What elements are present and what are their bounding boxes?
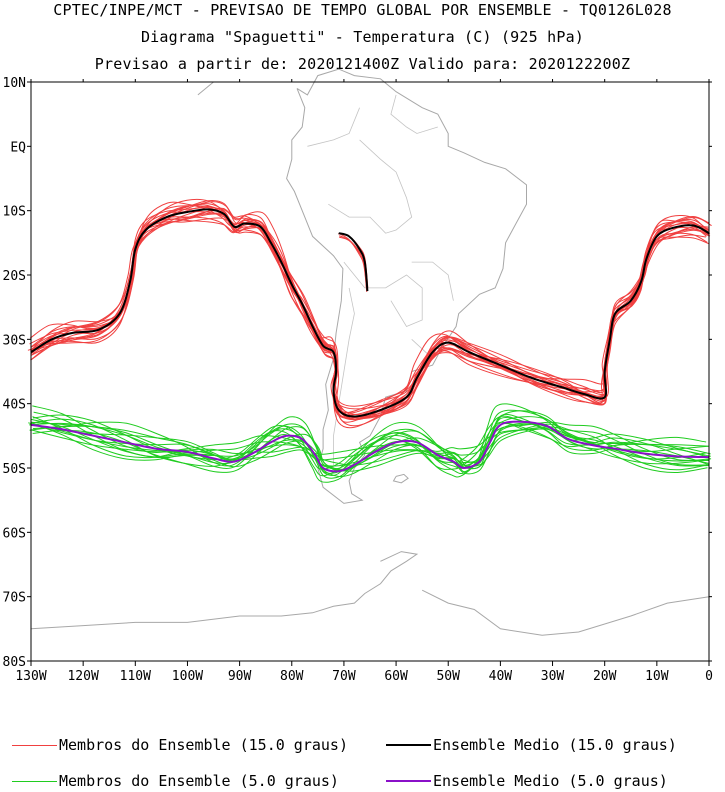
x-tick-label-13: 0 <box>705 669 713 684</box>
x-tick-label-3: 100W <box>172 669 203 684</box>
y-tick-label-5: 40S <box>3 398 26 413</box>
x-tick-label-4: 90W <box>228 669 252 684</box>
member-15-3 <box>30 211 710 421</box>
member-5-0 <box>32 416 708 471</box>
x-tick-label-2: 110W <box>120 669 151 684</box>
border-segment-3 <box>333 287 355 468</box>
border-segment-4 <box>411 261 454 301</box>
mean-line-5 <box>30 420 710 473</box>
coastline-segment-1 <box>392 473 409 484</box>
legend-swatch-members-5 <box>12 780 57 782</box>
y-tick-label-2: 10S <box>3 205 26 220</box>
border-segment-1 <box>343 261 423 328</box>
legend-label-members-15: Membros do Ensemble (15.0 graus) <box>59 736 348 754</box>
legend-item-mean-15: Ensemble Medio (15.0 graus) <box>386 736 677 754</box>
member-15-10 <box>31 208 710 418</box>
member-5-15 <box>30 410 710 472</box>
legend-label-mean-15: Ensemble Medio (15.0 graus) <box>433 736 677 754</box>
y-tick-label-3: 20S <box>3 269 26 284</box>
x-tick-label-6: 70W <box>332 669 356 684</box>
title-line-1: CPTEC/INPE/MCT - PREVISAO DE TEMPO GLOBA… <box>53 1 672 19</box>
border-segment-0 <box>328 139 413 234</box>
member-5-9 <box>29 413 711 479</box>
member-5-8 <box>32 422 709 483</box>
y-tick-label-1: EQ <box>10 140 26 155</box>
legend-swatch-mean-5 <box>386 780 431 782</box>
coastline-segment-2 <box>30 551 419 630</box>
member-15-0 <box>30 213 710 419</box>
border-segment-5 <box>307 107 360 147</box>
legend-swatch-members-15 <box>12 744 57 746</box>
mean-line-15-andes <box>338 232 369 292</box>
member-5-3 <box>32 414 709 470</box>
y-tick-label-6: 50S <box>3 462 26 477</box>
member-5-14 <box>31 418 710 477</box>
legend-item-members-5: Membros do Ensemble (5.0 graus) <box>12 772 339 790</box>
legend-item-mean-5: Ensemble Medio (5.0 graus) <box>386 772 668 790</box>
y-tick-label-7: 60S <box>3 526 26 541</box>
legend-item-members-15: Membros do Ensemble (15.0 graus) <box>12 736 348 754</box>
y-tick-label-8: 70S <box>3 591 26 606</box>
ensemble-means <box>30 208 710 473</box>
member-15-andes-3 <box>338 233 368 292</box>
x-tick-label-5: 80W <box>280 669 304 684</box>
x-tick-label-8: 50W <box>436 669 460 684</box>
legend-label-members-5: Membros do Ensemble (5.0 graus) <box>59 772 339 790</box>
legend-label-mean-5: Ensemble Medio (5.0 graus) <box>433 772 668 790</box>
border-segment-6 <box>390 94 438 134</box>
x-tick-label-7: 60W <box>384 669 408 684</box>
plot-frame <box>30 81 710 662</box>
member-15-5 <box>30 212 710 418</box>
y-tick-label-9: 80S <box>3 655 26 670</box>
legend-swatch-mean-15 <box>386 744 431 746</box>
coastline-segment-4 <box>197 81 261 96</box>
y-tick-label-0: 10N <box>3 76 26 91</box>
title-line-3: Previsao a partir de: 2020121400Z Valido… <box>94 55 631 73</box>
member-15-14 <box>32 201 712 410</box>
y-tick-label-4: 30S <box>3 333 26 348</box>
x-tick-label-12: 10W <box>645 669 669 684</box>
coastline-segment-3 <box>421 589 710 636</box>
x-tick-label-1: 120W <box>67 669 98 684</box>
member-15-12 <box>30 204 710 420</box>
mean-line-15 <box>30 208 710 418</box>
x-tick-label-10: 30W <box>541 669 565 684</box>
x-tick-label-11: 20W <box>593 669 617 684</box>
member-5-12 <box>32 405 709 462</box>
member-15-15 <box>30 199 710 418</box>
x-tick-label-9: 40W <box>489 669 513 684</box>
axes: 130W 120W 110W 100W 90W 80W 70W 60W 50W 40W 30W 20W… <box>3 76 713 684</box>
title-line-2: Diagrama "Spaguetti" - Temperatura (C) (… <box>140 28 585 46</box>
x-tick-label-0: 130W <box>15 669 46 684</box>
